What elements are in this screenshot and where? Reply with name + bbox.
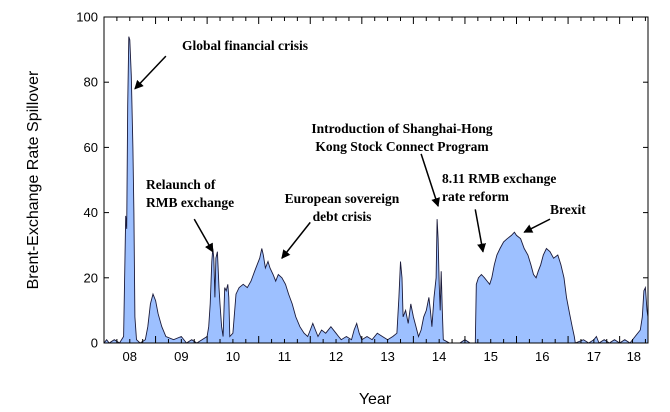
annotation-5-line-0: Brexit [550,202,586,217]
annotation-arrow-5 [523,218,551,233]
x-tick-label-15: 15 [483,349,497,364]
y-tick-label-60: 60 [84,140,98,155]
x-tick-label-17: 17 [587,349,601,364]
annotation-2-line-1: debt crisis [313,209,372,224]
x-tick-label-14: 14 [432,349,446,364]
annotation-2-line-0: European sovereign [285,191,400,206]
annotation-4-line-0: 8.11 RMB exchange [442,171,556,186]
plot-frame [103,16,649,344]
y-tick-label-40: 40 [84,205,98,220]
y-tick-label-80: 80 [84,75,98,90]
annotation-arrow-2 [281,221,311,260]
annotations: Global financial crisis Relaunch of RMB ex… [134,38,586,260]
x-axis-title: Year [359,391,392,408]
x-tick-label-10: 10 [226,349,240,364]
x-tick-label-12: 12 [329,349,343,364]
annotation-0-line-0: Global financial crisis [182,38,308,53]
plot-area [103,36,649,344]
x-tick-label-13: 13 [380,349,394,364]
x-tick-label-08: 08 [123,349,137,364]
x-tick-label-11: 11 [278,349,292,364]
x-tick-label-09: 09 [174,349,188,364]
annotation-1-line-1: RMB exchange [146,195,234,210]
annotation-1-line-0: Relaunch of [146,177,216,192]
annotation-3-line-0: Introduction of Shanghai-Hong [311,121,493,136]
y-axis-title: Brent-Exchange Rate Spillover [25,70,42,289]
annotation-4-line-1: rate reform [442,189,510,204]
annotation-arrow-1 [193,218,214,253]
series-area-0 [104,36,648,343]
annotation-3-line-1: Kong Stock Connect Program [315,139,489,154]
x-tick-label-16: 16 [535,349,549,364]
series-line-0 [103,36,649,344]
annotation-arrow-3 [420,153,440,208]
y-tick-label-100: 100 [76,10,98,25]
annotation-arrow-0 [134,55,167,90]
y-tick-label-20: 20 [84,270,98,285]
x-tick-label-18: 18 [627,349,641,364]
axes: 0 20 40 60 80 100 08 09 10 11 12 13 14 15 16 17 18 [76,10,649,364]
annotation-arrow-4 [474,209,486,253]
y-tick-label-0: 0 [91,336,98,351]
